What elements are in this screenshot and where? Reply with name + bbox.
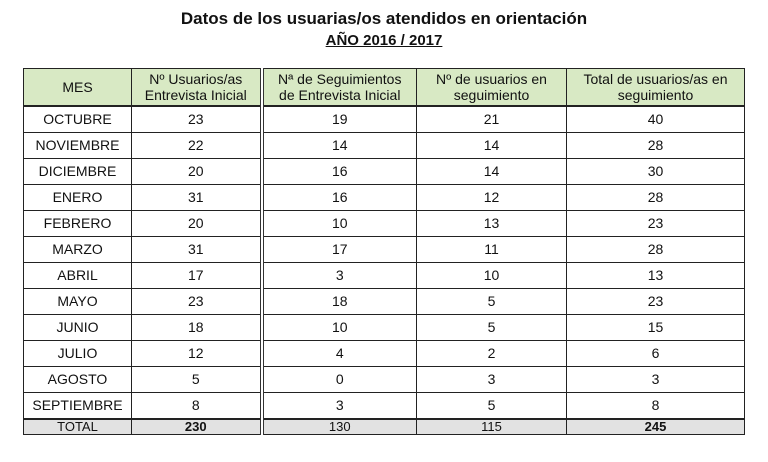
header-usuarios-seguimiento: Nº de usuarios en seguimiento — [416, 68, 567, 107]
subtitle-text: AÑO 2016 / 2017 — [325, 32, 443, 49]
usuarios-seguimiento-cell: 2 — [416, 340, 567, 367]
total-seguimiento-cell: 3 — [566, 366, 745, 393]
header-label: Entrevista Inicial — [144, 87, 247, 103]
seguimientos-cell: 14 — [259, 132, 417, 159]
table-row: SEPTIEMBRE 8 3 5 8 — [23, 392, 745, 420]
seguimientos-cell: 10 — [259, 314, 417, 341]
month-cell: NOVIEMBRE — [23, 132, 132, 159]
header-seguimientos: Nª de Seguimientos de Entrevista Inicial — [259, 68, 417, 107]
page-subtitle: AÑO 2016 / 2017 — [0, 32, 768, 50]
table-row: FEBRERO 20 10 13 23 — [23, 210, 745, 237]
header-label: seguimiento — [617, 87, 694, 103]
total-seguimiento-cell: 6 — [566, 340, 745, 367]
entrevista-inicial-cell: 8 — [131, 392, 263, 420]
seguimientos-cell: 4 — [259, 340, 417, 367]
entrevista-inicial-cell: 20 — [131, 158, 263, 185]
seguimientos-cell: 3 — [259, 262, 417, 289]
header-row: MES Nº Usuarios/as Entrevista Inicial Nª… — [23, 68, 745, 107]
table-row: ABRIL 17 3 10 13 — [23, 262, 745, 289]
entrevista-inicial-cell: 20 — [131, 210, 263, 237]
month-cell: MARZO — [23, 236, 132, 263]
month-cell: MAYO — [23, 288, 132, 315]
table-row: NOVIEMBRE 22 14 14 28 — [23, 132, 745, 159]
table-row: DICIEMBRE 20 16 14 30 — [23, 158, 745, 185]
total-seguimiento-cell: 30 — [566, 158, 745, 185]
header-mes: MES — [23, 68, 132, 107]
entrevista-inicial-cell: 17 — [131, 262, 263, 289]
usuarios-seguimiento-cell: 10 — [416, 262, 567, 289]
month-cell: FEBRERO — [23, 210, 132, 237]
total-label: TOTAL — [23, 418, 132, 435]
month-cell: SEPTIEMBRE — [23, 392, 132, 420]
total-entrevista-inicial: 230 — [131, 418, 263, 435]
entrevista-inicial-cell: 5 — [131, 366, 263, 393]
usuarios-seguimiento-cell: 12 — [416, 184, 567, 211]
total-total-seguimiento: 245 — [566, 418, 745, 435]
header-label: Nº de usuarios en — [436, 71, 547, 87]
total-seguimiento-cell: 15 — [566, 314, 745, 341]
total-seguimiento-cell: 13 — [566, 262, 745, 289]
table-row: AGOSTO 5 0 3 3 — [23, 366, 745, 393]
table-row: MARZO 31 17 11 28 — [23, 236, 745, 263]
header-label: Nª de Seguimientos — [278, 71, 402, 87]
month-cell: JULIO — [23, 340, 132, 367]
total-seguimiento-cell: 28 — [566, 184, 745, 211]
seguimientos-cell: 10 — [259, 210, 417, 237]
usuarios-seguimiento-cell: 14 — [416, 158, 567, 185]
month-cell: DICIEMBRE — [23, 158, 132, 185]
entrevista-inicial-cell: 23 — [131, 105, 263, 133]
month-cell: ABRIL — [23, 262, 132, 289]
header-label: Nº Usuarios/as — [149, 71, 243, 87]
total-seguimiento-cell: 23 — [566, 288, 745, 315]
entrevista-inicial-cell: 18 — [131, 314, 263, 341]
total-seguimiento-cell: 28 — [566, 132, 745, 159]
usuarios-seguimiento-cell: 3 — [416, 366, 567, 393]
entrevista-inicial-cell: 31 — [131, 184, 263, 211]
data-table: MES Nº Usuarios/as Entrevista Inicial Nª… — [23, 68, 745, 435]
usuarios-seguimiento-cell: 5 — [416, 288, 567, 315]
seguimientos-cell: 0 — [259, 366, 417, 393]
usuarios-seguimiento-cell: 11 — [416, 236, 567, 263]
usuarios-seguimiento-cell: 5 — [416, 314, 567, 341]
total-seguimiento-cell: 28 — [566, 236, 745, 263]
month-cell: AGOSTO — [23, 366, 132, 393]
seguimientos-cell: 16 — [259, 184, 417, 211]
usuarios-seguimiento-cell: 21 — [416, 105, 567, 133]
header-entrevista-inicial: Nº Usuarios/as Entrevista Inicial — [131, 68, 263, 107]
header-label: de Entrevista Inicial — [279, 87, 401, 103]
usuarios-seguimiento-cell: 13 — [416, 210, 567, 237]
page-title: Datos de los usuarias/os atendidos en or… — [180, 9, 588, 28]
seguimientos-cell: 16 — [259, 158, 417, 185]
header-label: seguimiento — [453, 87, 530, 103]
header-total-seguimiento: Total de usuarios/as en seguimiento — [566, 68, 745, 107]
entrevista-inicial-cell: 23 — [131, 288, 263, 315]
total-row: TOTAL 230 130 115 245 — [23, 418, 745, 435]
total-seguimientos: 130 — [259, 418, 417, 435]
entrevista-inicial-cell: 31 — [131, 236, 263, 263]
header-label: Total de usuarios/as en — [583, 71, 728, 87]
table-row: OCTUBRE 23 19 21 40 — [23, 105, 745, 133]
month-cell: ENERO — [23, 184, 132, 211]
seguimientos-cell: 3 — [259, 392, 417, 420]
total-seguimiento-cell: 40 — [566, 105, 745, 133]
table-row: JUNIO 18 10 5 15 — [23, 314, 745, 341]
entrevista-inicial-cell: 22 — [131, 132, 263, 159]
table-row: MAYO 23 18 5 23 — [23, 288, 745, 315]
seguimientos-cell: 18 — [259, 288, 417, 315]
total-usuarios-seguimiento: 115 — [416, 418, 567, 435]
table-row: ENERO 31 16 12 28 — [23, 184, 745, 211]
month-cell: JUNIO — [23, 314, 132, 341]
entrevista-inicial-cell: 12 — [131, 340, 263, 367]
seguimientos-cell: 17 — [259, 236, 417, 263]
total-seguimiento-cell: 8 — [566, 392, 745, 420]
seguimientos-cell: 19 — [259, 105, 417, 133]
usuarios-seguimiento-cell: 5 — [416, 392, 567, 420]
table-row: JULIO 12 4 2 6 — [23, 340, 745, 367]
usuarios-seguimiento-cell: 14 — [416, 132, 567, 159]
total-seguimiento-cell: 23 — [566, 210, 745, 237]
month-cell: OCTUBRE — [23, 105, 132, 133]
